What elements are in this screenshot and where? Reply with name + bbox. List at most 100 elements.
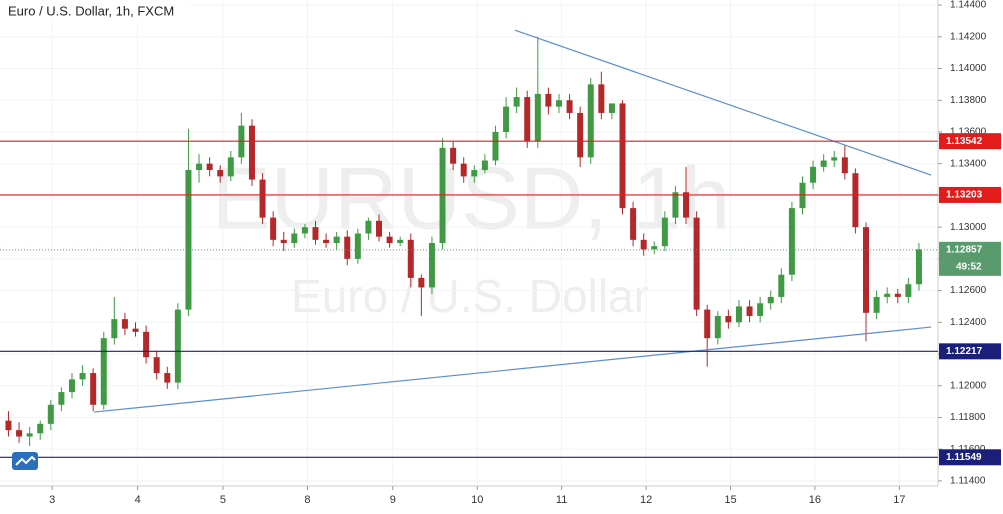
candle-body (630, 208, 637, 240)
level-label-bg (939, 449, 1001, 466)
candle-body (143, 331, 150, 358)
candle-body (333, 236, 340, 243)
candle-body (587, 84, 594, 158)
level-label-bg (939, 186, 1001, 203)
y-tick-label: 1.14400 (950, 0, 987, 11)
candle-body (196, 163, 203, 171)
candle-body (651, 246, 658, 250)
y-tick-label: 1.12600 (950, 285, 987, 296)
candle-body (788, 208, 795, 275)
candle-body (323, 239, 330, 243)
x-tick-label: 15 (724, 494, 736, 506)
y-tick-label: 1.14000 (950, 63, 987, 74)
candle-body (354, 233, 361, 259)
candle-body (471, 170, 478, 177)
candle-body (185, 170, 192, 310)
candle-body (153, 357, 160, 374)
x-tick-label: 12 (640, 494, 652, 506)
x-tick-label: 16 (809, 494, 821, 506)
candle-body (79, 373, 86, 380)
candle-body (132, 328, 139, 332)
candle-body (672, 192, 679, 218)
candle-body (841, 157, 848, 174)
candle-body (640, 239, 647, 250)
candle-body (428, 243, 435, 288)
candle-body (407, 239, 414, 278)
y-tick-label: 1.11800 (950, 412, 986, 423)
candle-body (68, 379, 75, 393)
last-price-label: 1.12857 (946, 244, 983, 255)
candle-body (37, 423, 44, 434)
x-tick-label: 11 (556, 494, 567, 506)
candle-body (513, 97, 520, 107)
candle-body (820, 160, 827, 167)
x-tick-label: 4 (135, 494, 141, 506)
level-label: 1.13542 (946, 136, 983, 147)
level-label-bg (939, 133, 1001, 150)
y-tick-label: 1.11400 (950, 476, 986, 487)
candle-body (831, 157, 838, 161)
plot-area (0, 0, 938, 486)
candle-body (174, 309, 181, 383)
candle-body (47, 404, 54, 424)
candle-body (460, 163, 467, 177)
candle-body (280, 239, 287, 243)
title-bg (0, 0, 190, 22)
candle-body (555, 100, 562, 107)
candle-body (704, 309, 711, 339)
candle-body (492, 131, 499, 161)
candle-body (746, 306, 753, 316)
candle-body (661, 217, 668, 247)
candle-body (164, 373, 171, 383)
x-tick-label: 17 (893, 494, 905, 506)
candle-body (566, 100, 573, 113)
candle-body (852, 173, 859, 228)
last-price-bg (939, 241, 1001, 276)
watermark-subtitle: Euro / U.S. Dollar (291, 270, 649, 322)
candle-body (248, 125, 255, 180)
candle-body (259, 179, 266, 218)
level-label: 1.11549 (946, 452, 982, 463)
candle-body (386, 236, 393, 243)
candle-body (693, 217, 700, 310)
candle-body (397, 239, 404, 243)
candle-body (683, 192, 690, 218)
x-tick-label: 9 (390, 494, 396, 506)
candle-body (619, 103, 626, 209)
candle-body (735, 306, 742, 323)
candle-body (26, 433, 33, 437)
watermark: EURUSD, 1h (212, 148, 730, 247)
x-tick-label: 3 (49, 494, 55, 506)
candle-body (365, 220, 372, 234)
chart-title: Euro / U.S. Dollar, 1h, FXCM (8, 3, 174, 18)
candle-body (915, 249, 922, 285)
candle-body (778, 274, 785, 297)
candle-body (90, 373, 97, 405)
candle-body (608, 103, 615, 113)
y-tick-label: 1.12400 (950, 317, 987, 328)
countdown: 49:52 (956, 261, 982, 272)
candle-body (217, 170, 224, 177)
x-tick-label: 5 (220, 494, 226, 506)
candle-body (418, 277, 425, 288)
candle-body (58, 392, 65, 405)
y-tick-label: 1.13600 (950, 127, 987, 138)
candle-body (291, 233, 298, 243)
candle-body (863, 227, 870, 313)
candle-body (100, 338, 107, 405)
candle-body (524, 97, 531, 142)
trendline (93, 326, 932, 413)
candle-body (714, 315, 721, 339)
candle-body (545, 93, 552, 107)
candle-body (227, 157, 234, 177)
candle-body (905, 284, 912, 297)
candle-body (450, 147, 457, 164)
candle-body (534, 93, 541, 142)
level-label-bg (939, 343, 1001, 360)
candle-body (810, 166, 817, 183)
candle-body (121, 319, 128, 329)
candle-body (503, 106, 510, 132)
y-tick-label: 1.13800 (950, 95, 987, 106)
candle-body (206, 163, 213, 171)
